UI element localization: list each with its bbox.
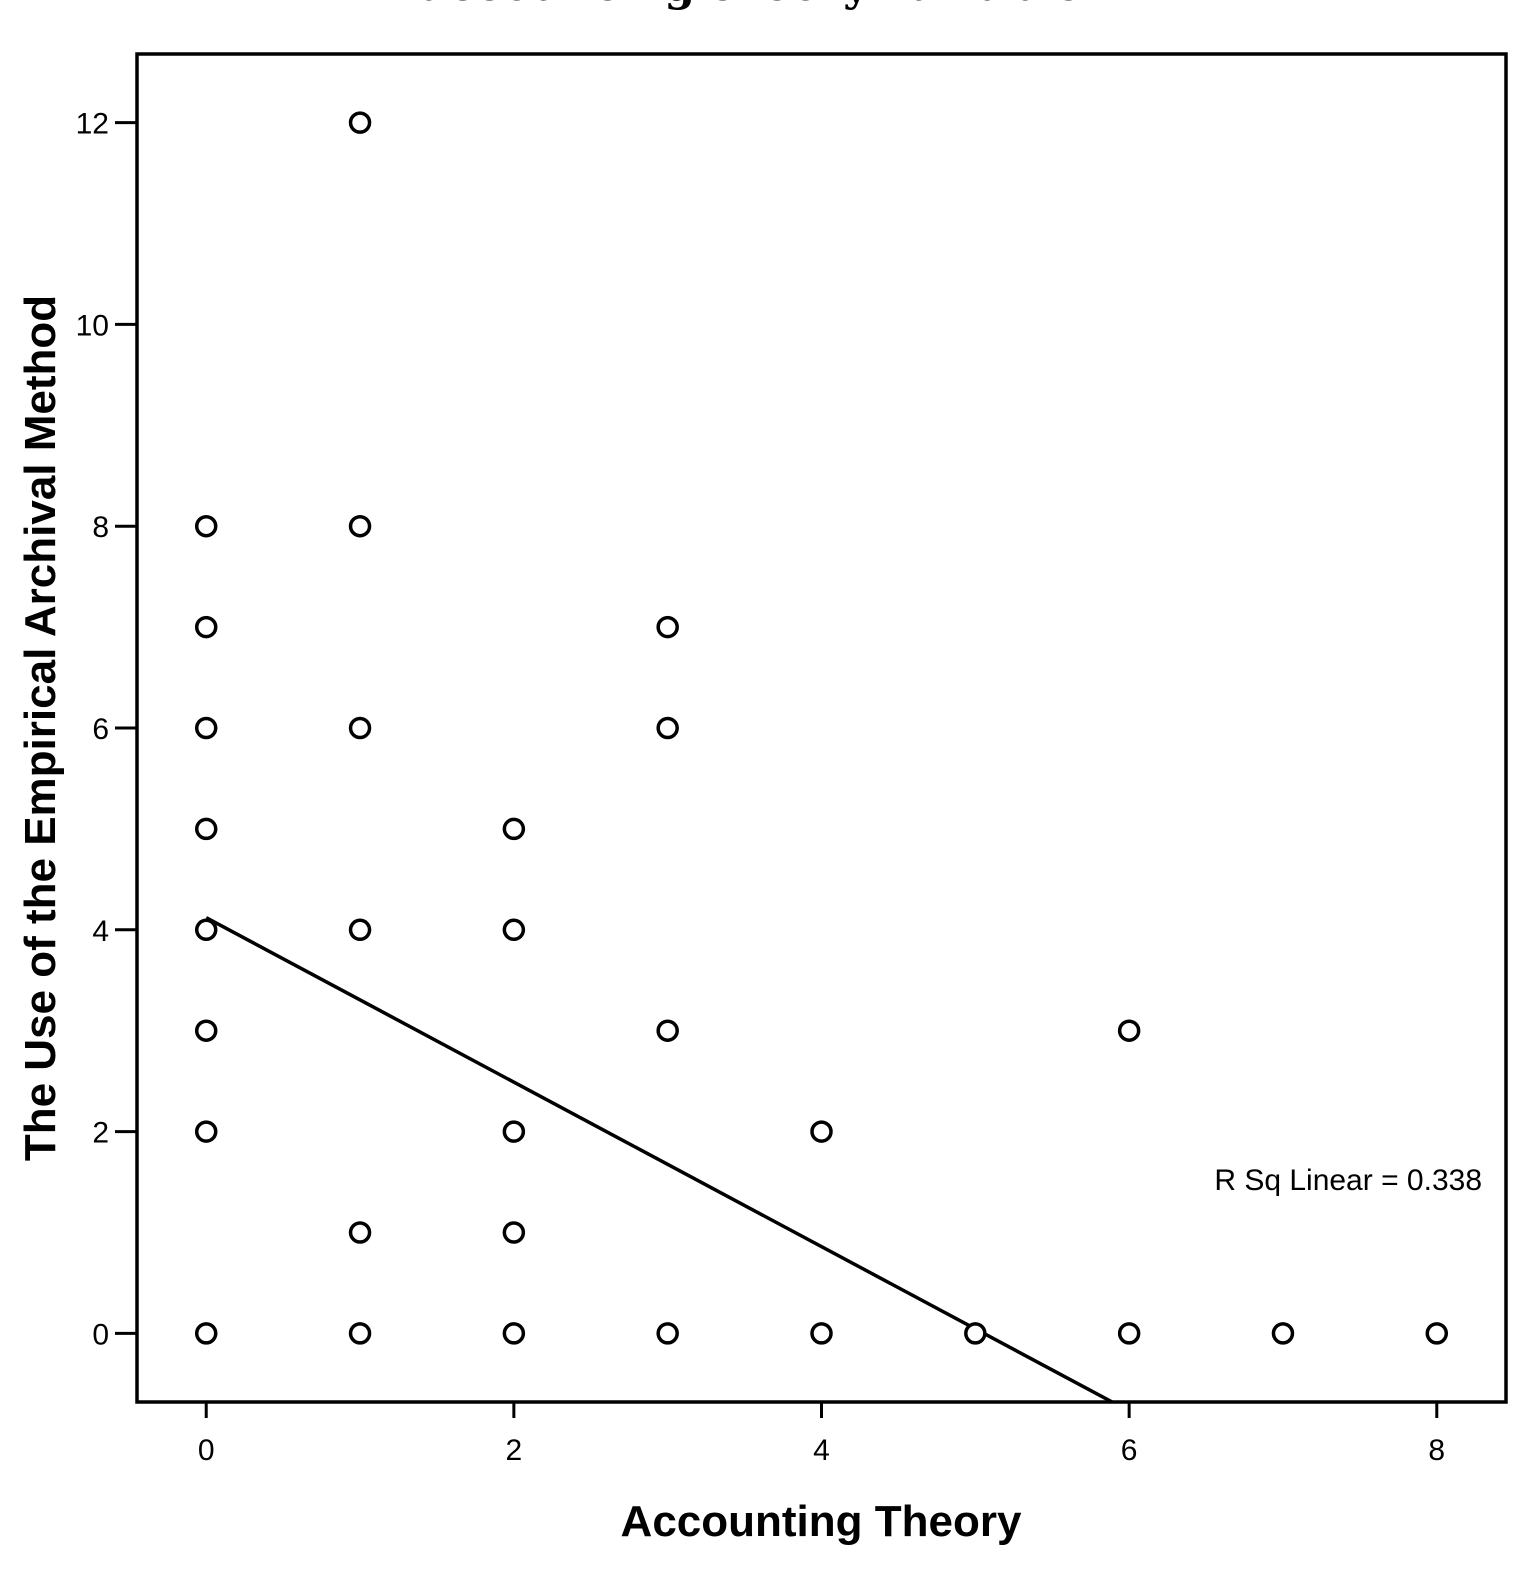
plot-frame (135, 52, 1508, 1404)
fit-line-group (205, 916, 1113, 1404)
data-point (502, 1120, 526, 1143)
data-point (348, 111, 372, 134)
data-point (1271, 1322, 1295, 1345)
y-tick-label: 8 (92, 511, 109, 544)
data-point (656, 1322, 679, 1345)
data-point (194, 1120, 218, 1143)
data-point (348, 1322, 372, 1345)
y-tick-label: 12 (76, 108, 109, 141)
data-point (194, 716, 218, 740)
data-point (502, 1322, 526, 1345)
x-axis: 0 2 4 6 8 (198, 1402, 1445, 1467)
data-point (656, 716, 679, 740)
data-point (810, 1120, 833, 1143)
y-axis-label: The Use of the Empirical Archival Method (16, 295, 65, 1161)
data-point (348, 918, 372, 942)
x-tick-label: 8 (1428, 1434, 1445, 1467)
data-point (656, 1019, 679, 1042)
y-tick-label: 2 (92, 1117, 109, 1150)
y-tick-label: 6 (92, 713, 109, 746)
y-tick-label: 0 (92, 1318, 109, 1351)
data-point (656, 615, 679, 639)
data-point (194, 1019, 218, 1042)
data-point (502, 918, 526, 942)
x-tick-label: 0 (198, 1434, 215, 1467)
data-point (1425, 1322, 1449, 1345)
x-tick-label: 4 (813, 1434, 830, 1467)
fit-line (205, 916, 1113, 1404)
data-point (502, 1221, 526, 1244)
x-tick-label: 2 (506, 1434, 523, 1467)
data-point (348, 716, 372, 740)
points-group (194, 111, 1449, 1345)
data-point (194, 615, 218, 639)
x-axis-label: Accounting Theory (621, 1497, 1022, 1546)
r-squared-annotation: R Sq Linear = 0.338 (1214, 1164, 1482, 1197)
data-point (348, 1221, 372, 1244)
data-point (194, 514, 218, 538)
data-point (348, 514, 372, 538)
y-axis: 0 2 4 6 8 10 12 (76, 108, 137, 1351)
data-point (502, 817, 526, 841)
chart-title: accounting theory variable (420, 0, 1082, 11)
data-point (194, 817, 218, 841)
data-point (194, 1322, 218, 1345)
data-point (964, 1322, 987, 1345)
y-tick-label: 10 (76, 309, 109, 342)
data-point (1117, 1019, 1141, 1042)
y-tick-label: 4 (92, 915, 109, 948)
data-point (810, 1322, 833, 1345)
x-tick-label: 6 (1121, 1434, 1138, 1467)
data-point (1117, 1322, 1141, 1345)
data-point (194, 918, 218, 942)
